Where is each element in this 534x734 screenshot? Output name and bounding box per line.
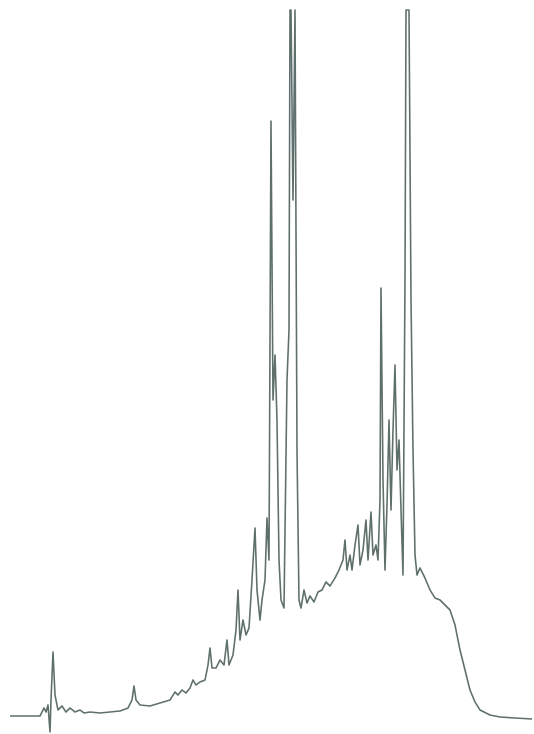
trace [10, 9, 533, 733]
